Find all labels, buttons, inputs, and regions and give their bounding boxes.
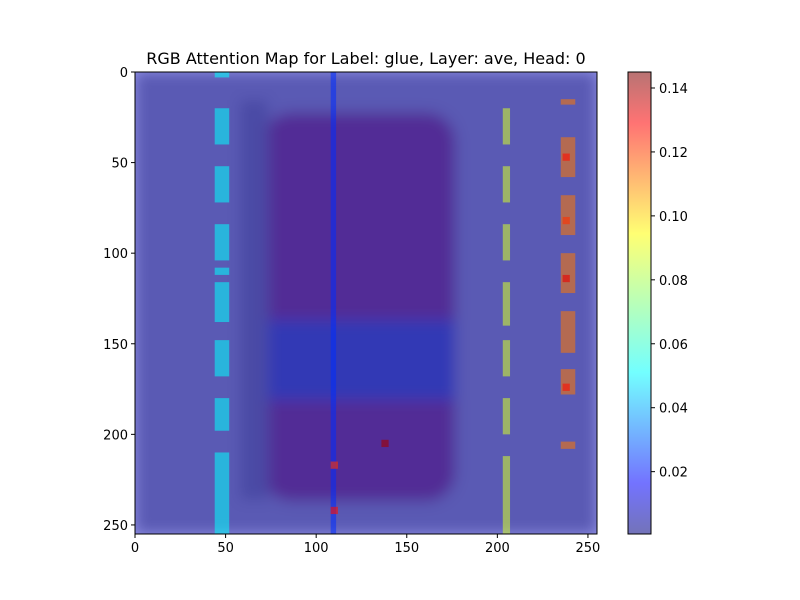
colorbar-tick-label-1: 0.04 xyxy=(659,402,688,417)
y-tick-label-2: 100 xyxy=(103,247,128,262)
attention-hotspot-5 xyxy=(330,461,338,469)
attention-band-2-segment-5 xyxy=(502,398,511,435)
colorbar-tick-label-4: 0.10 xyxy=(659,210,688,225)
y-tick-label-0: 0 xyxy=(120,66,128,81)
x-tick-label-5: 250 xyxy=(576,541,601,556)
attention-band-0-segment-2 xyxy=(214,166,230,203)
attention-hotspot-4 xyxy=(381,439,389,448)
colorbar: 0.02 0.04 0.06 0.08 0.10 0.12 0.14 xyxy=(627,71,688,535)
attention-band-2-segment-1 xyxy=(502,166,511,203)
attention-band-0-segment-1 xyxy=(214,108,230,145)
attention-band-3-segment-6 xyxy=(560,441,576,449)
attention-band-0-segment-8 xyxy=(214,452,230,534)
x-tick-label-2: 100 xyxy=(304,541,329,556)
colorbar-tick-label-3: 0.08 xyxy=(659,274,688,289)
attention-band-2-segment-3 xyxy=(502,282,511,326)
attention-hotspot-6 xyxy=(330,506,338,515)
attention-band-0-segment-0 xyxy=(214,72,230,78)
attention-hotspot-1 xyxy=(562,216,570,225)
attention-band-3-segment-4 xyxy=(560,311,576,353)
x-tick-label-3: 150 xyxy=(394,541,419,556)
x-tick-label-1: 50 xyxy=(217,541,234,556)
colorbar-tick-label-0: 0.02 xyxy=(659,466,688,481)
heatmap-plot-area xyxy=(135,72,597,534)
attention-base-overlay xyxy=(135,72,597,534)
chart-title: RGB Attention Map for Label: glue, Layer… xyxy=(146,49,585,68)
x-tick-label-0: 0 xyxy=(131,541,139,556)
y-tick-label-1: 50 xyxy=(111,157,128,172)
attention-band-2-segment-0 xyxy=(502,108,511,145)
y-tick-label-4: 200 xyxy=(103,428,128,443)
y-tick-label-5: 250 xyxy=(103,519,128,534)
attention-overlay xyxy=(214,72,576,534)
attention-band-3-segment-0 xyxy=(560,99,576,105)
attention-hotspot-3 xyxy=(562,383,570,391)
colorbar-gradient xyxy=(628,72,651,534)
colorbar-tick-label-6: 0.14 xyxy=(659,82,688,97)
attention-band-3-segment-2 xyxy=(560,195,576,236)
colorbar-ticks: 0.02 0.04 0.06 0.08 0.10 0.12 0.14 xyxy=(651,82,688,481)
attention-hotspot-2 xyxy=(562,274,570,283)
attention-band-3-segment-3 xyxy=(560,253,576,294)
plot-frame xyxy=(134,71,598,535)
y-axis: 0 50 100 150 200 250 xyxy=(103,66,135,534)
attention-band-2-segment-4 xyxy=(502,340,511,377)
colorbar-tick-label-2: 0.06 xyxy=(659,338,688,353)
attention-band-2-segment-6 xyxy=(502,456,511,534)
attention-band-0-segment-5 xyxy=(214,282,230,323)
attention-hotspot-0 xyxy=(562,153,570,161)
attention-band-2-segment-2 xyxy=(502,224,511,261)
y-tick-label-3: 150 xyxy=(103,338,128,353)
x-tick-label-4: 200 xyxy=(485,541,510,556)
attention-band-0-segment-6 xyxy=(214,340,230,377)
colorbar-tick-label-5: 0.12 xyxy=(659,146,688,161)
attention-band-0-segment-4 xyxy=(214,267,230,275)
attention-band-0-segment-3 xyxy=(214,224,230,261)
attention-band-1-segment-0 xyxy=(330,72,337,534)
attention-band-0-segment-7 xyxy=(214,398,230,431)
x-axis: 0 50 100 150 200 250 xyxy=(131,534,600,556)
colorbar-frame xyxy=(627,71,652,535)
